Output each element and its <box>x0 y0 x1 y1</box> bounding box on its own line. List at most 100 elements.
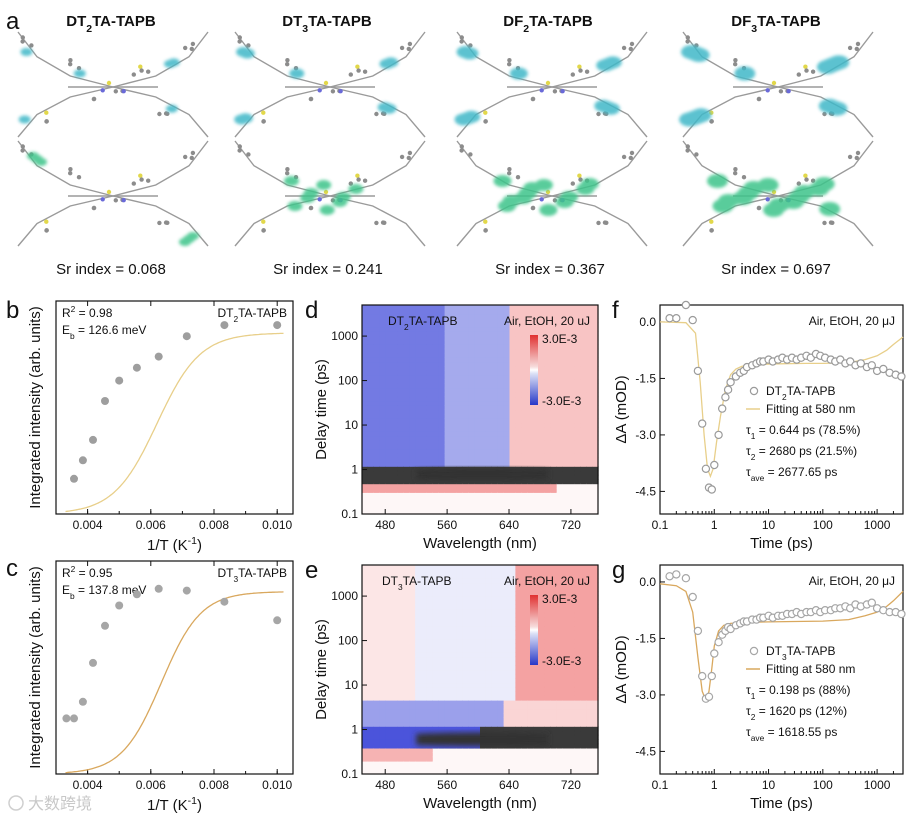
heatmap-cell <box>362 591 369 597</box>
heatmap-cell <box>421 305 428 310</box>
heatmap-cell <box>432 713 440 718</box>
heatmap-cell <box>485 426 493 432</box>
condition-label: Air, EtOH, 20 uJ <box>504 314 590 328</box>
heatmap-cell <box>367 626 375 631</box>
molecule-atom <box>539 197 544 202</box>
heatmap-cell <box>521 695 528 701</box>
heatmap-cell <box>550 739 558 745</box>
heatmap-cell <box>426 682 434 688</box>
heatmap-cell <box>444 678 452 684</box>
heatmap-cell <box>367 756 375 762</box>
lifetime-label: τ2 = 2680 ps (21.5%) <box>746 444 857 462</box>
heatmap-cell <box>485 634 493 640</box>
heatmap-cell <box>432 700 440 705</box>
heatmap-cell <box>544 612 552 618</box>
heatmap-cell <box>391 344 398 350</box>
heatmap-cell <box>527 496 534 502</box>
electron-density-structure <box>682 140 874 247</box>
molecule-atom <box>348 181 353 186</box>
heatmap-cell <box>485 700 493 705</box>
heatmap-cell <box>533 409 540 415</box>
heatmap-cell <box>444 457 452 463</box>
heatmap-cell <box>409 678 416 684</box>
heatmap-cell <box>373 335 381 341</box>
molecule-atom <box>285 171 290 176</box>
heatmap-cell <box>450 686 457 692</box>
heatmap-cell <box>409 344 416 350</box>
heatmap-cell <box>509 569 516 575</box>
heatmap-cell <box>391 595 398 601</box>
heatmap-cell <box>491 704 499 710</box>
heatmap-cell <box>509 348 516 354</box>
heatmap-cell <box>497 769 505 775</box>
heatmap-cell <box>586 708 593 714</box>
x-tick-label: 100 <box>813 518 833 532</box>
heatmap-cell <box>485 752 493 758</box>
isosurface-lobe <box>335 192 351 202</box>
heatmap-cell <box>409 747 416 753</box>
heatmap-cell <box>568 765 575 771</box>
heatmap-cell <box>503 366 511 371</box>
heatmap-cell <box>444 422 452 428</box>
heatmap-cell <box>450 426 457 432</box>
heatmap-cell <box>586 765 593 771</box>
heatmap-cell <box>556 448 564 454</box>
heatmap-cell <box>438 379 446 384</box>
heatmap-cell <box>592 578 599 584</box>
heatmap-cell <box>568 400 575 406</box>
heatmap-cell <box>580 591 587 597</box>
heatmap-cell <box>503 626 511 631</box>
heatmap-cell <box>568 305 575 310</box>
legend-label: DT2TA-TAPB <box>217 306 287 324</box>
heatmap-cell <box>515 505 522 511</box>
molecule-bond <box>234 195 331 247</box>
heatmap-cell <box>468 652 475 658</box>
heatmap-cell <box>474 599 481 605</box>
heatmap-cell <box>592 639 599 644</box>
heatmap-cell <box>533 509 540 515</box>
heatmap-cell <box>480 682 487 688</box>
heatmap-cell <box>415 440 422 445</box>
heatmap-cell <box>426 656 434 662</box>
heatmap-cell <box>533 457 540 463</box>
heatmap-cell <box>556 392 564 398</box>
heatmap-cell <box>480 392 487 398</box>
heatmap-cell <box>480 448 487 454</box>
heatmap-cell <box>503 448 511 454</box>
heatmap-cell <box>550 586 558 592</box>
heatmap-cell <box>438 573 446 579</box>
heatmap-cell <box>444 487 452 493</box>
heatmap-cell <box>485 660 493 666</box>
heatmap-cell <box>403 569 410 575</box>
heatmap-cell <box>432 569 440 575</box>
molecule-bond <box>329 31 426 88</box>
heatmap-cell <box>580 474 587 480</box>
heatmap-cell <box>367 647 375 653</box>
heatmap-cell <box>491 361 499 367</box>
heatmap-cell <box>397 422 404 428</box>
heatmap-cell <box>438 505 446 511</box>
heatmap-cell <box>367 599 375 605</box>
heatmap-cell <box>485 413 493 419</box>
heatmap-cell <box>379 344 387 350</box>
heatmap-cell <box>533 717 540 723</box>
heatmap-cell <box>503 682 511 688</box>
heatmap-cell <box>397 470 404 476</box>
heatmap-cell <box>373 322 381 328</box>
heatmap-cell <box>521 647 528 653</box>
heatmap-cell <box>474 418 481 424</box>
colorbar-min-label: -3.0E-3 <box>542 654 582 668</box>
heatmap-cell <box>397 760 404 766</box>
heatmap-cell <box>574 586 581 592</box>
heatmap-cell <box>539 400 546 406</box>
hole-isosurface <box>679 45 850 127</box>
heatmap-cell <box>515 717 522 723</box>
sr-index-label: Sr index = 0.068 <box>56 261 166 278</box>
heatmap-cell <box>432 444 440 450</box>
heatmap-cell <box>403 335 410 341</box>
heatmap-cell <box>556 634 564 640</box>
heatmap-cell <box>550 713 558 718</box>
heatmap-cell <box>491 660 499 666</box>
heatmap-cell <box>456 444 463 450</box>
